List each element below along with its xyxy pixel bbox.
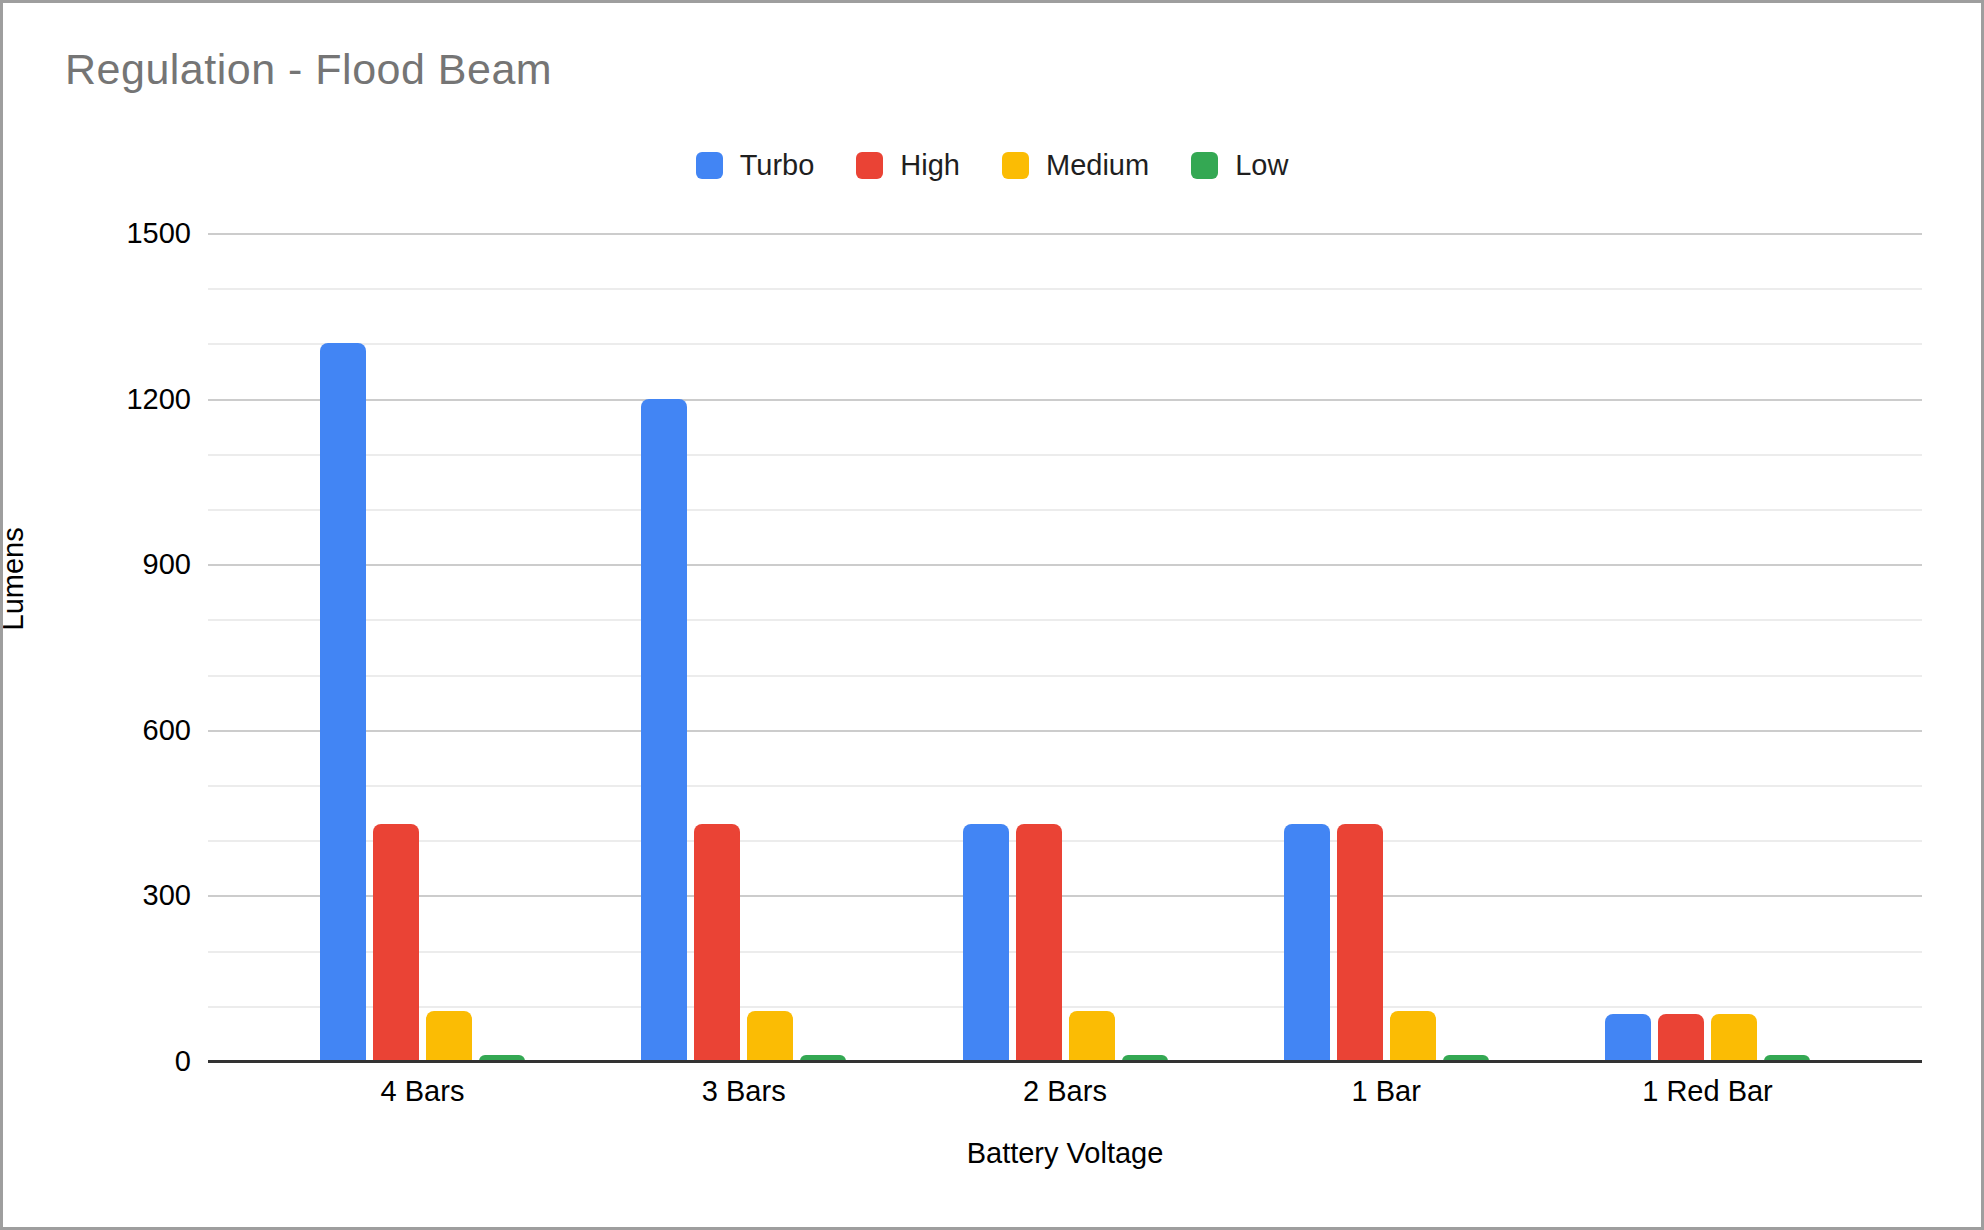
gridline-minor-1300 [208, 343, 1922, 345]
gridline-minor-100 [208, 1006, 1922, 1008]
bar-high-2-bars[interactable] [1016, 824, 1062, 1061]
bar-medium-4-bars[interactable] [426, 1011, 472, 1061]
chart-canvas: Regulation - Flood Beam Turbo High Medium L… [0, 0, 1984, 1230]
gridline-major-900 [208, 564, 1922, 566]
y-tick-label-300: 300 [41, 881, 191, 910]
legend-label-high: High [900, 149, 960, 182]
bar-turbo-1-bar[interactable] [1284, 824, 1330, 1061]
gridline-minor-500 [208, 785, 1922, 787]
x-category-label-1-red-bar: 1 Red Bar [1578, 1075, 1838, 1108]
gridline-minor-700 [208, 675, 1922, 677]
legend-item-medium[interactable]: Medium [1002, 149, 1149, 182]
gridline-minor-400 [208, 840, 1922, 842]
legend-swatch-high [856, 152, 883, 179]
x-category-label-1-bar: 1 Bar [1256, 1075, 1516, 1108]
legend-swatch-medium [1002, 152, 1029, 179]
legend-swatch-low [1191, 152, 1218, 179]
y-tick-label-900: 900 [41, 550, 191, 579]
bar-high-4-bars[interactable] [373, 824, 419, 1061]
y-axis-title-text: Lumens [0, 527, 30, 630]
bar-high-3-bars[interactable] [694, 824, 740, 1061]
legend: Turbo High Medium Low [3, 143, 1981, 187]
y-tick-label-600: 600 [41, 716, 191, 745]
bar-medium-1-red-bar[interactable] [1711, 1014, 1757, 1061]
x-axis-title: Battery Voltage [208, 1137, 1922, 1170]
y-tick-label-1200: 1200 [41, 385, 191, 414]
gridline-major-1500 [208, 233, 1922, 235]
chart-title: Regulation - Flood Beam [65, 45, 552, 94]
gridline-minor-200 [208, 951, 1922, 953]
bar-turbo-3-bars[interactable] [641, 399, 687, 1061]
gridline-minor-1100 [208, 454, 1922, 456]
y-tick-label-0: 0 [41, 1047, 191, 1076]
gridline-minor-800 [208, 619, 1922, 621]
legend-label-medium: Medium [1046, 149, 1149, 182]
gridline-minor-1400 [208, 288, 1922, 290]
x-axis-line [208, 1060, 1922, 1063]
gridline-major-600 [208, 730, 1922, 732]
legend-label-turbo: Turbo [740, 149, 815, 182]
bar-turbo-2-bars[interactable] [963, 824, 1009, 1061]
y-tick-label-1500: 1500 [41, 219, 191, 248]
bar-turbo-1-red-bar[interactable] [1605, 1014, 1651, 1061]
x-category-label-3-bars: 3 Bars [614, 1075, 874, 1108]
legend-item-turbo[interactable]: Turbo [696, 149, 815, 182]
x-category-label-4-bars: 4 Bars [293, 1075, 553, 1108]
gridline-major-1200 [208, 399, 1922, 401]
x-category-label-2-bars: 2 Bars [935, 1075, 1195, 1108]
gridline-minor-1000 [208, 509, 1922, 511]
gridline-major-300 [208, 895, 1922, 897]
legend-item-high[interactable]: High [856, 149, 960, 182]
bar-high-1-bar[interactable] [1337, 824, 1383, 1061]
bar-medium-3-bars[interactable] [747, 1011, 793, 1061]
legend-label-low: Low [1235, 149, 1288, 182]
bar-high-1-red-bar[interactable] [1658, 1014, 1704, 1061]
bar-medium-2-bars[interactable] [1069, 1011, 1115, 1061]
plot-area [208, 233, 1922, 1061]
bar-medium-1-bar[interactable] [1390, 1011, 1436, 1061]
legend-item-low[interactable]: Low [1191, 149, 1288, 182]
bar-turbo-4-bars[interactable] [320, 343, 366, 1061]
legend-swatch-turbo [696, 152, 723, 179]
